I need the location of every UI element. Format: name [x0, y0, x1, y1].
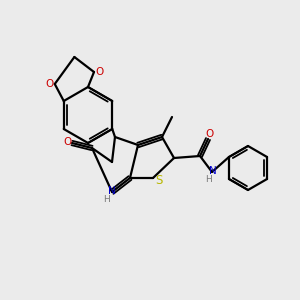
- Text: O: O: [206, 129, 214, 139]
- Text: N: N: [108, 186, 116, 196]
- Text: O: O: [95, 67, 103, 77]
- Text: H: H: [103, 194, 110, 203]
- Text: H: H: [206, 176, 212, 184]
- Text: O: O: [46, 79, 54, 89]
- Text: S: S: [155, 173, 163, 187]
- Text: N: N: [209, 166, 217, 176]
- Text: O: O: [63, 137, 71, 147]
